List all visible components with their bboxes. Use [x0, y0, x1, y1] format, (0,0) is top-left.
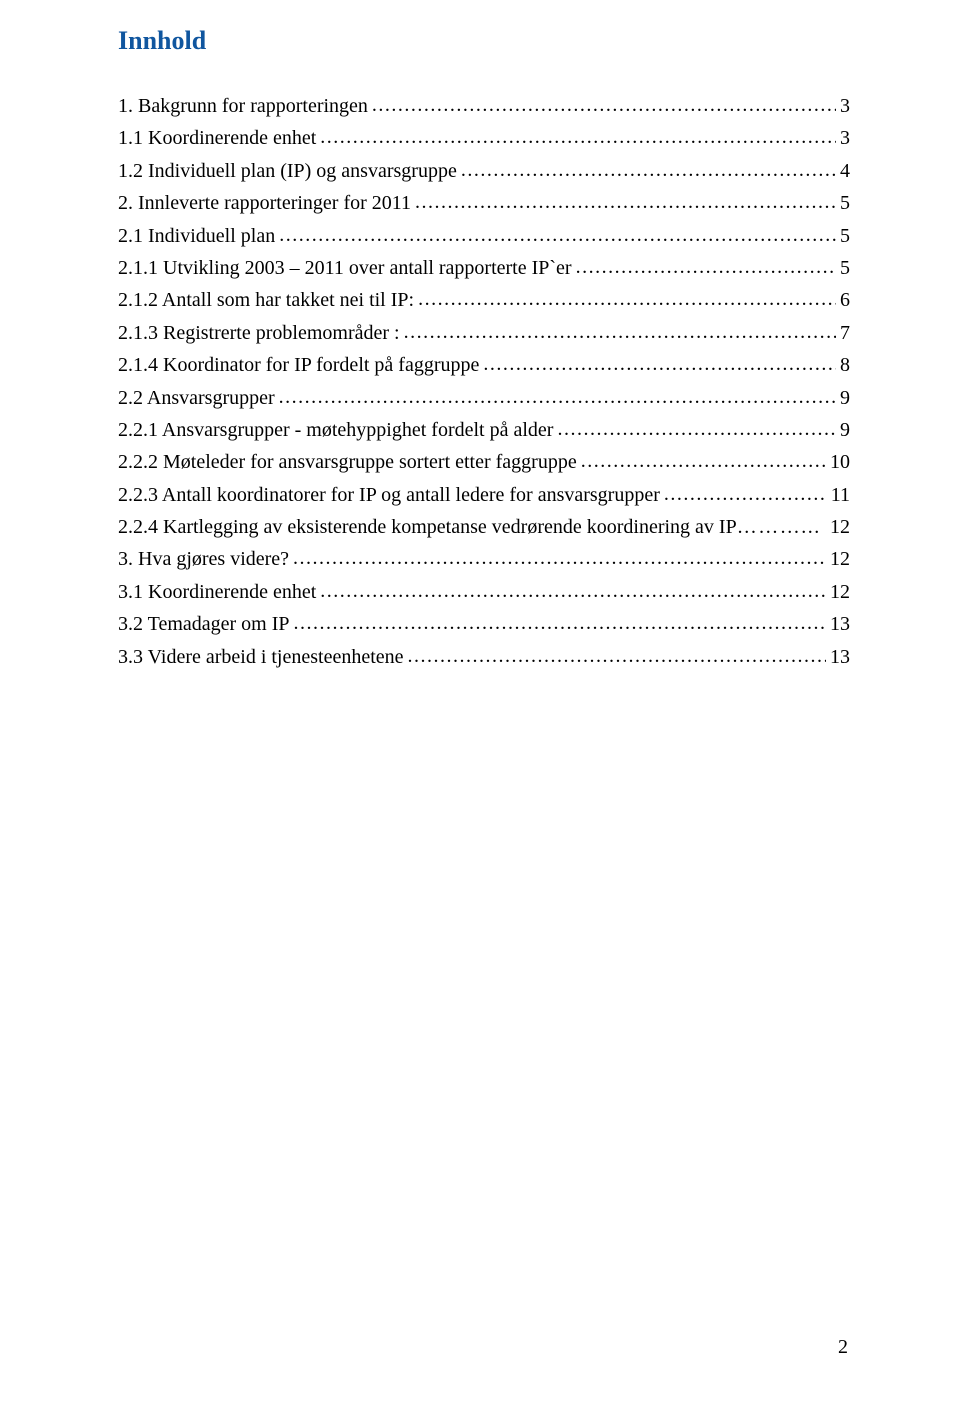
- toc-entry: 2.1.4 Koordinator for IP fordelt på fagg…: [118, 349, 850, 381]
- toc-entry-page[interactable]: 5: [840, 252, 850, 284]
- toc-entry: 2.2.2 Møteleder for ansvarsgruppe sorter…: [118, 446, 850, 478]
- toc-entry-page[interactable]: 13: [830, 641, 850, 673]
- toc-entry-title[interactable]: 3.2 Temadager om IP: [118, 608, 290, 640]
- toc-entry: 2.1.2 Antall som har takket nei til IP: …: [118, 284, 850, 316]
- toc-entry-page[interactable]: 6: [840, 284, 850, 316]
- toc-entry: 2.2.4 Kartlegging av eksisterende kompet…: [118, 511, 850, 543]
- toc-entry-page[interactable]: 12: [830, 543, 850, 575]
- table-of-contents: 1. Bakgrunn for rapporteringen 31.1 Koor…: [118, 90, 850, 673]
- toc-entry-page[interactable]: 8: [840, 349, 850, 381]
- toc-leader-dots: [483, 348, 836, 380]
- toc-entry-title[interactable]: 2.1.2 Antall som har takket nei til IP:: [118, 284, 414, 316]
- page-number: 2: [838, 1336, 848, 1359]
- toc-entry-title[interactable]: 1.2 Individuell plan (IP) og ansvarsgrup…: [118, 155, 457, 187]
- toc-heading: Innhold: [118, 26, 850, 56]
- toc-entry: 2.2 Ansvarsgrupper 9: [118, 382, 850, 414]
- toc-leader-dots: [279, 381, 836, 413]
- toc-entry: 3. Hva gjøres videre? 12: [118, 543, 850, 575]
- toc-entry: 1. Bakgrunn for rapporteringen 3: [118, 90, 850, 122]
- toc-entry-page[interactable]: 10: [830, 446, 850, 478]
- toc-entry-page[interactable]: 13: [830, 608, 850, 640]
- toc-entry-title[interactable]: 2.1.1 Utvikling 2003 – 2011 over antall …: [118, 252, 572, 284]
- toc-entry: 2.2.1 Ansvarsgrupper - møtehyppighet for…: [118, 414, 850, 446]
- toc-leader-dots: [372, 89, 836, 121]
- toc-entry-page[interactable]: 11: [831, 479, 850, 511]
- toc-leader-dots: [279, 219, 836, 251]
- toc-entry: 3.3 Videre arbeid i tjenesteenhetene 13: [118, 641, 850, 673]
- toc-entry: 1.1 Koordinerende enhet 3: [118, 122, 850, 154]
- toc-entry: 3.2 Temadager om IP 13: [118, 608, 850, 640]
- toc-entry-page[interactable]: 9: [840, 382, 850, 414]
- toc-entry-title[interactable]: 2.1.3 Registrerte problemområder :: [118, 317, 400, 349]
- toc-entry-title[interactable]: 2.1 Individuell plan: [118, 220, 275, 252]
- toc-entry-title[interactable]: 3.3 Videre arbeid i tjenesteenhetene: [118, 641, 404, 673]
- toc-entry-page[interactable]: 3: [840, 90, 850, 122]
- toc-leader-dots: [557, 413, 836, 445]
- toc-leader-dots: [418, 283, 836, 315]
- toc-entry-page[interactable]: 3: [840, 122, 850, 154]
- toc-entry: 2.1 Individuell plan 5: [118, 220, 850, 252]
- toc-entry: 1.2 Individuell plan (IP) og ansvarsgrup…: [118, 155, 850, 187]
- toc-entry-page[interactable]: 5: [840, 187, 850, 219]
- toc-leader-dots: [294, 607, 826, 639]
- toc-leader-dots: [461, 154, 836, 186]
- toc-leader-dots: [320, 121, 836, 153]
- toc-entry-page[interactable]: 7: [840, 317, 850, 349]
- toc-entry: 3.1 Koordinerende enhet 12: [118, 576, 850, 608]
- toc-leader-dots: [415, 186, 836, 218]
- toc-entry-title[interactable]: 1. Bakgrunn for rapporteringen: [118, 90, 368, 122]
- toc-leader-dots: [320, 575, 826, 607]
- toc-leader-dots: [404, 316, 836, 348]
- toc-entry-page[interactable]: 9: [840, 414, 850, 446]
- toc-leader-dots: [576, 251, 836, 283]
- toc-leader-dots: [664, 478, 827, 510]
- toc-entry: 2. Innleverte rapporteringer for 2011 5: [118, 187, 850, 219]
- toc-entry-title[interactable]: 3.1 Koordinerende enhet: [118, 576, 316, 608]
- toc-entry-title[interactable]: 2.2 Ansvarsgrupper: [118, 382, 275, 414]
- toc-entry-page[interactable]: 5: [840, 220, 850, 252]
- toc-entry-title[interactable]: 2. Innleverte rapporteringer for 2011: [118, 187, 411, 219]
- toc-entry-page[interactable]: 12: [830, 576, 850, 608]
- toc-leader-dots: [293, 542, 826, 574]
- toc-entry: 2.1.1 Utvikling 2003 – 2011 over antall …: [118, 252, 850, 284]
- toc-trailer: ………...: [737, 511, 821, 543]
- toc-entry-page[interactable]: 12: [830, 511, 850, 543]
- toc-entry-page[interactable]: 4: [840, 155, 850, 187]
- toc-entry-title[interactable]: 3. Hva gjøres videre?: [118, 543, 289, 575]
- toc-entry-title[interactable]: 2.1.4 Koordinator for IP fordelt på fagg…: [118, 349, 479, 381]
- toc-leader-dots: [408, 640, 826, 672]
- toc-leader-dots: [581, 445, 826, 477]
- toc-entry-title[interactable]: 2.2.2 Møteleder for ansvarsgruppe sorter…: [118, 446, 577, 478]
- toc-entry: 2.2.3 Antall koordinatorer for IP og ant…: [118, 479, 850, 511]
- toc-entry-title[interactable]: 2.2.3 Antall koordinatorer for IP og ant…: [118, 479, 660, 511]
- toc-entry-title[interactable]: 2.2.4 Kartlegging av eksisterende kompet…: [118, 511, 737, 543]
- toc-entry-title[interactable]: 2.2.1 Ansvarsgrupper - møtehyppighet for…: [118, 414, 553, 446]
- toc-entry: 2.1.3 Registrerte problemområder : 7: [118, 317, 850, 349]
- toc-entry-title[interactable]: 1.1 Koordinerende enhet: [118, 122, 316, 154]
